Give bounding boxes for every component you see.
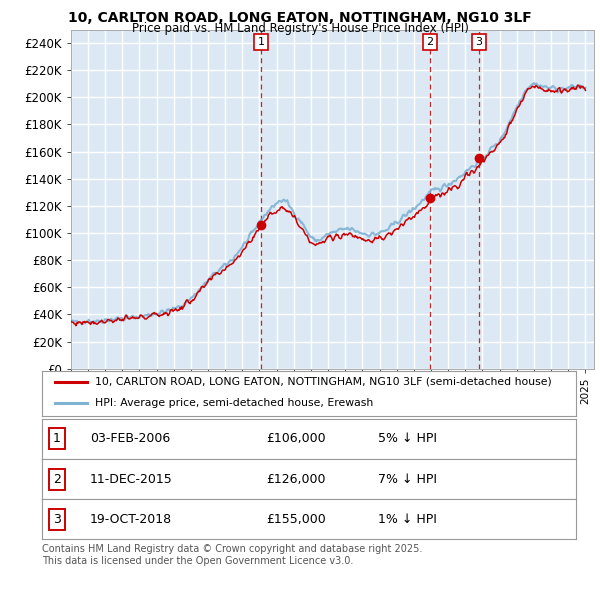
Text: 5% ↓ HPI: 5% ↓ HPI	[379, 432, 437, 445]
Text: 11-DEC-2015: 11-DEC-2015	[90, 473, 173, 486]
Text: 7% ↓ HPI: 7% ↓ HPI	[379, 473, 437, 486]
Text: 1% ↓ HPI: 1% ↓ HPI	[379, 513, 437, 526]
Text: 19-OCT-2018: 19-OCT-2018	[90, 513, 172, 526]
Text: 2: 2	[427, 37, 434, 47]
Text: 10, CARLTON ROAD, LONG EATON, NOTTINGHAM, NG10 3LF: 10, CARLTON ROAD, LONG EATON, NOTTINGHAM…	[68, 11, 532, 25]
Text: 3: 3	[476, 37, 482, 47]
Text: Contains HM Land Registry data © Crown copyright and database right 2025.
This d: Contains HM Land Registry data © Crown c…	[42, 544, 422, 566]
Text: HPI: Average price, semi-detached house, Erewash: HPI: Average price, semi-detached house,…	[95, 398, 374, 408]
Text: 1: 1	[53, 432, 61, 445]
Text: 1: 1	[257, 37, 265, 47]
Text: £155,000: £155,000	[266, 513, 326, 526]
Text: £126,000: £126,000	[266, 473, 326, 486]
Text: 3: 3	[53, 513, 61, 526]
Text: 10, CARLTON ROAD, LONG EATON, NOTTINGHAM, NG10 3LF (semi-detached house): 10, CARLTON ROAD, LONG EATON, NOTTINGHAM…	[95, 377, 552, 387]
Text: 03-FEB-2006: 03-FEB-2006	[90, 432, 170, 445]
Text: 2: 2	[53, 473, 61, 486]
Text: £106,000: £106,000	[266, 432, 326, 445]
Text: Price paid vs. HM Land Registry's House Price Index (HPI): Price paid vs. HM Land Registry's House …	[131, 22, 469, 35]
